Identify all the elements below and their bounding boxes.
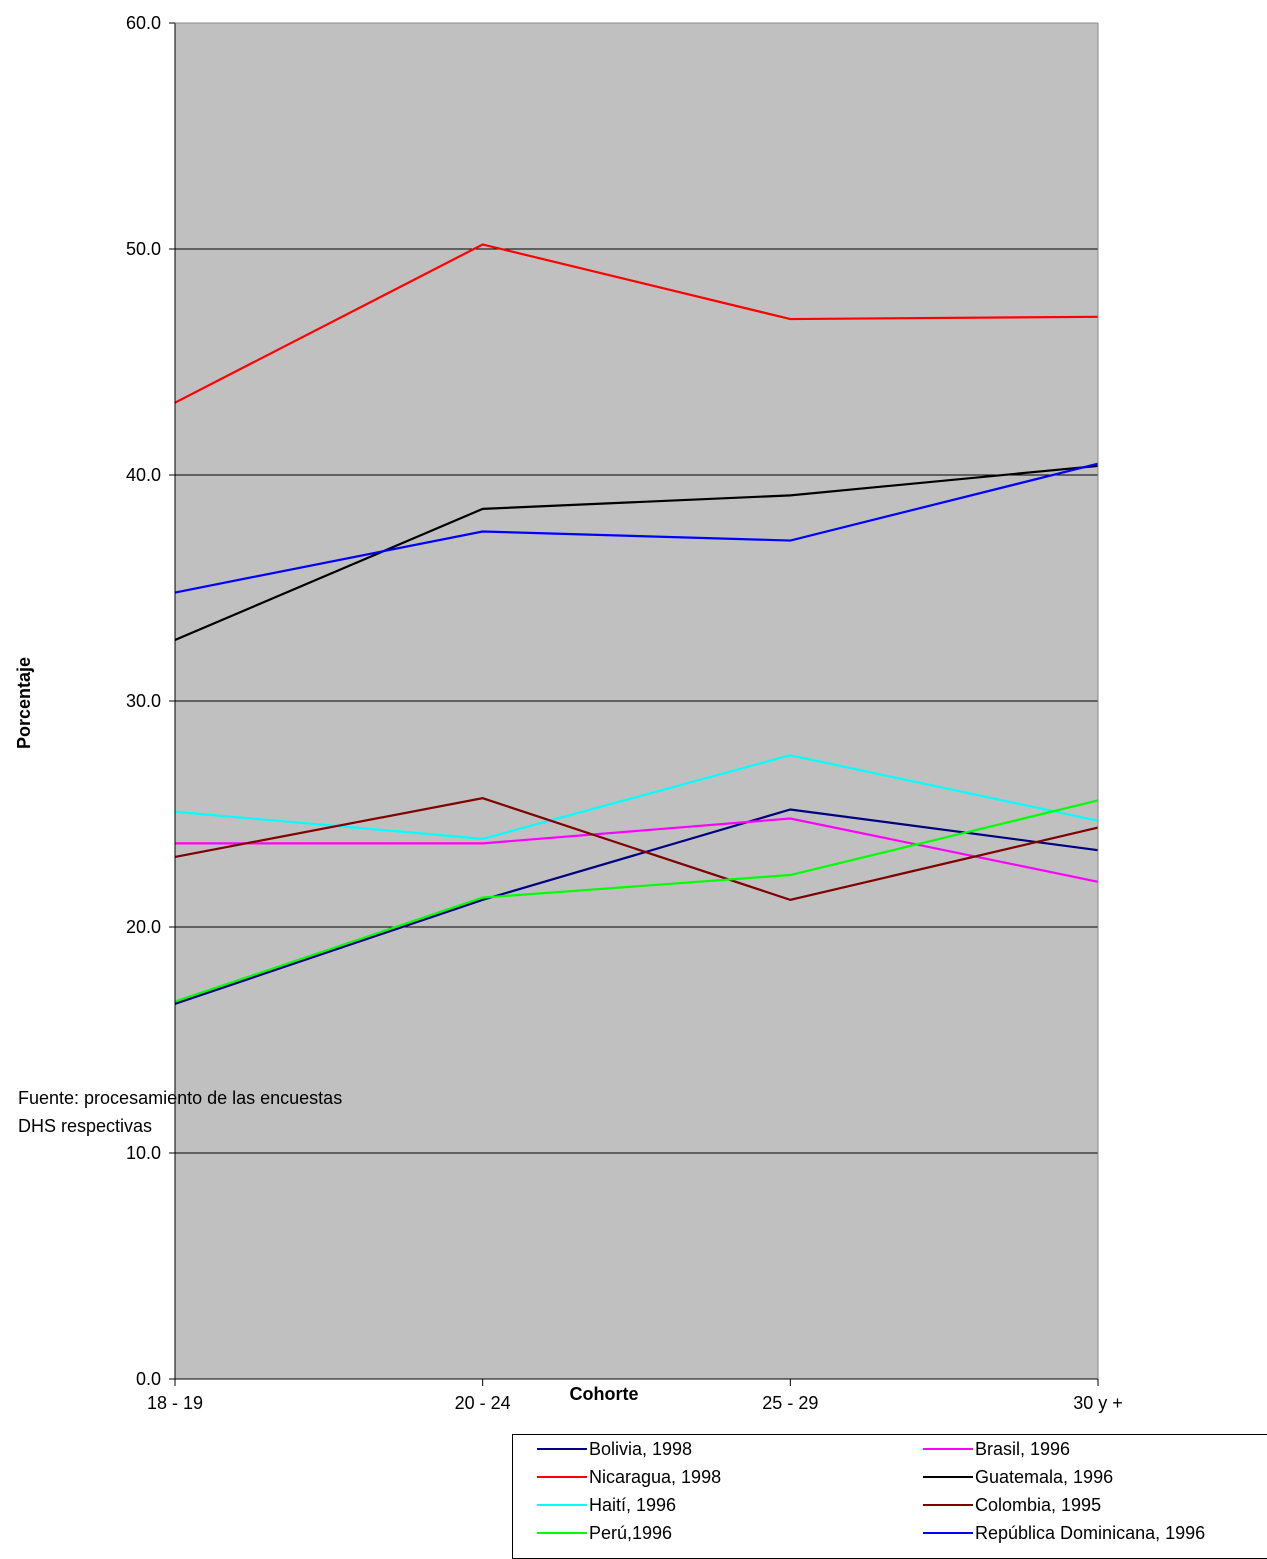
line-chart: 0.0 10.0 20.0 30.0 40.0 50.0 60.0 18 - 19 20 - 2… bbox=[14, 13, 1123, 1413]
source-note: Fuente: procesamiento de las encuestas D… bbox=[18, 1084, 342, 1140]
series-line-guatemala-1996 bbox=[174, 464, 1099, 641]
series-lines bbox=[174, 243, 1099, 1005]
y-tick-label: 60.0 bbox=[126, 13, 161, 33]
x-tick-label: 25 - 29 bbox=[762, 1393, 818, 1413]
y-tick-label: 30.0 bbox=[126, 691, 161, 711]
legend-item: República Dominicana, 1996 bbox=[923, 1519, 1205, 1547]
legend-swatch bbox=[923, 1532, 973, 1534]
y-tick-label: 10.0 bbox=[126, 1143, 161, 1163]
y-axis-title: Porcentaje bbox=[14, 657, 34, 749]
series-line-rep-blica-dominicana-1996 bbox=[174, 462, 1099, 594]
legend-label: República Dominicana, 1996 bbox=[975, 1522, 1206, 1543]
legend-swatch bbox=[537, 1532, 587, 1534]
source-note-line-2: DHS respectivas bbox=[18, 1116, 153, 1136]
legend-label: Colombia, 1995 bbox=[975, 1494, 1102, 1515]
y-tick-label: 20.0 bbox=[126, 917, 161, 937]
legend-label: Nicaragua, 1998 bbox=[589, 1466, 722, 1487]
legend-swatch bbox=[923, 1504, 973, 1506]
legend-item: Perú,1996 bbox=[537, 1519, 672, 1547]
y-tick-label: 0.0 bbox=[136, 1369, 161, 1389]
series-line-nicaragua-1998 bbox=[174, 243, 1099, 404]
legend-item: Haití, 1996 bbox=[537, 1491, 676, 1519]
series-line-hait-1996 bbox=[174, 754, 1099, 840]
x-axis-title: Cohorte bbox=[570, 1384, 639, 1404]
x-tick-label: 30 y + bbox=[1073, 1393, 1123, 1413]
legend-swatch bbox=[537, 1448, 587, 1450]
legend: Bolivia, 1998 Brasil, 1996 Nicaragua, 1998… bbox=[512, 1434, 1267, 1559]
y-tick-label: 50.0 bbox=[126, 239, 161, 259]
x-tick-label: 18 - 19 bbox=[147, 1393, 203, 1413]
legend-label: Perú,1996 bbox=[589, 1522, 673, 1543]
legend-label: Guatemala, 1996 bbox=[975, 1466, 1114, 1487]
legend-item: Guatemala, 1996 bbox=[923, 1463, 1113, 1491]
legend-swatch bbox=[537, 1504, 587, 1506]
series-line-brasil-1996 bbox=[175, 817, 1099, 883]
legend-item: Bolivia, 1998 bbox=[537, 1435, 692, 1463]
x-tick-label: 20 - 24 bbox=[455, 1393, 511, 1413]
legend-swatch bbox=[923, 1476, 973, 1478]
legend-item: Colombia, 1995 bbox=[923, 1491, 1101, 1519]
legend-swatch bbox=[923, 1448, 973, 1450]
y-tick-label: 40.0 bbox=[126, 465, 161, 485]
series-line-colombia-1995 bbox=[174, 797, 1099, 902]
legend-item: Brasil, 1996 bbox=[923, 1435, 1070, 1463]
legend-item: Nicaragua, 1998 bbox=[537, 1463, 721, 1491]
axes: 0.0 10.0 20.0 30.0 40.0 50.0 60.0 18 - 19 20 - 2… bbox=[126, 13, 1123, 1413]
series-line-per-1996 bbox=[174, 799, 1099, 1003]
legend-label: Haití, 1996 bbox=[589, 1494, 677, 1515]
legend-swatch bbox=[537, 1476, 587, 1478]
source-note-line-1: Fuente: procesamiento de las encuestas bbox=[18, 1088, 343, 1108]
series-line-bolivia-1998 bbox=[174, 808, 1099, 1005]
legend-label: Bolivia, 1998 bbox=[589, 1438, 693, 1459]
legend-label: Brasil, 1996 bbox=[975, 1438, 1071, 1459]
